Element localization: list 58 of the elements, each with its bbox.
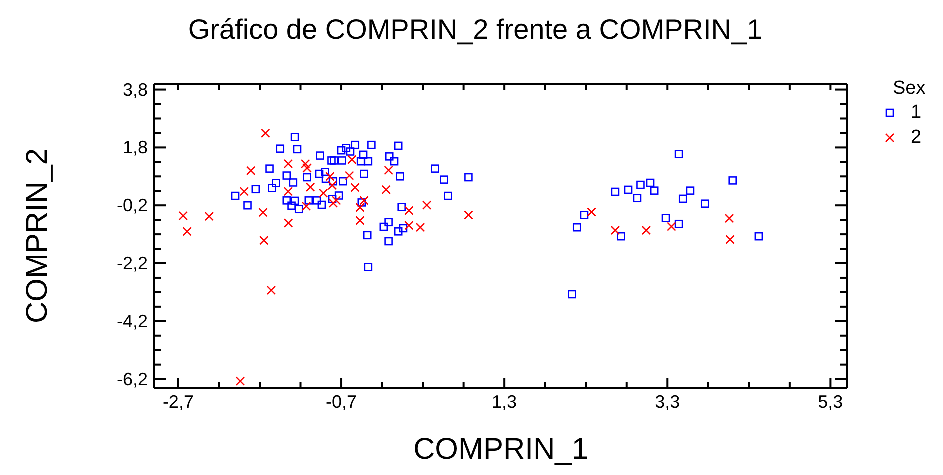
point xyxy=(404,206,414,216)
point xyxy=(610,226,620,236)
legend-label: 1 xyxy=(911,102,922,124)
point xyxy=(300,159,310,169)
point xyxy=(404,220,414,230)
point xyxy=(236,376,246,386)
point xyxy=(356,202,365,212)
x-tick-label: 5,3 xyxy=(818,392,844,412)
y-tick-label: -2,2 xyxy=(116,254,148,274)
point xyxy=(246,166,256,176)
point xyxy=(422,200,432,210)
point xyxy=(284,218,294,228)
point xyxy=(318,188,328,198)
point xyxy=(356,216,365,226)
point xyxy=(302,202,312,212)
point xyxy=(284,159,294,169)
x-axis-title: COMPRIN_1 xyxy=(412,433,590,467)
point xyxy=(350,183,360,192)
point xyxy=(182,227,192,236)
point xyxy=(325,172,335,182)
point xyxy=(587,208,596,217)
point xyxy=(724,214,734,224)
point xyxy=(328,198,338,208)
y-tick-label: 1,8 xyxy=(122,138,148,158)
point xyxy=(382,185,392,195)
point xyxy=(266,286,276,296)
point xyxy=(464,210,474,220)
point xyxy=(726,235,736,244)
point xyxy=(261,128,270,138)
point xyxy=(284,187,294,196)
y-tick-label: -0,2 xyxy=(116,196,148,216)
point xyxy=(384,166,394,176)
x-tick-label: 1,3 xyxy=(492,392,518,412)
point xyxy=(360,196,369,206)
point xyxy=(667,222,676,232)
point xyxy=(416,222,426,232)
legend-label: 2 xyxy=(911,126,922,148)
point xyxy=(259,236,269,246)
point xyxy=(345,171,354,180)
point xyxy=(332,196,342,206)
point xyxy=(240,187,250,196)
y-axis-title: COMPRIN_2 xyxy=(21,148,55,324)
y-tick-label: -4,2 xyxy=(116,311,148,332)
point xyxy=(306,182,316,192)
point xyxy=(302,164,312,173)
y-tick-label: -6,2 xyxy=(116,369,148,390)
point xyxy=(178,211,188,221)
point xyxy=(258,208,268,218)
point xyxy=(642,226,652,236)
x-tick-label: 3,3 xyxy=(655,392,680,412)
point xyxy=(204,212,214,222)
y-tick-label: 3,8 xyxy=(122,80,148,100)
point xyxy=(328,180,338,190)
x-tick-label: -2,7 xyxy=(162,392,194,412)
legend-title: Sex xyxy=(893,78,927,100)
chart-title: Gráfico de COMPRIN_2 frente a COMPRIN_1 xyxy=(187,14,764,46)
x-tick-label: -0,7 xyxy=(326,392,358,412)
point xyxy=(347,155,357,165)
